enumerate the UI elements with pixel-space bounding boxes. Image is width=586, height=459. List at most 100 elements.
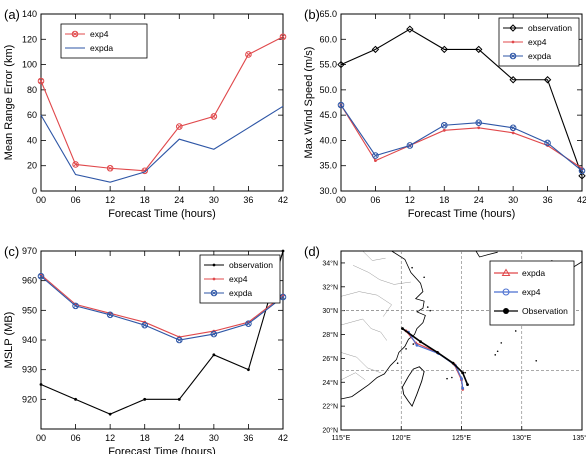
data-point-observation [509, 76, 517, 84]
panel-label: (b) [304, 7, 320, 22]
y-axis-label: MSLP (MB) [3, 312, 15, 369]
y-tick-label: 930 [22, 365, 37, 375]
y-tick-label: 950 [22, 305, 37, 315]
y-tick-label: 50.0 [319, 85, 337, 95]
data-point-expda [372, 152, 379, 159]
y-tick-label: 40 [27, 135, 37, 145]
panel-2: (b) 00 06 12 18 24 30 36 42 30.0 35.0 40.0 45.0 50.0 5… [303, 7, 586, 220]
series-observation [39, 249, 285, 416]
data-point-expda [210, 330, 218, 338]
data-point-expda-cross [545, 140, 550, 146]
legend-label-expda: expda [229, 288, 252, 298]
legend-marker-exp4 [212, 277, 216, 281]
island-speck [464, 371, 466, 374]
lon-tick-label: 125°E [452, 434, 471, 442]
lat-tick-label: 26°N [322, 355, 338, 363]
legend-label-exp4: exp4 [522, 287, 541, 297]
y-tick-label: 40.0 [319, 135, 337, 145]
data-point-expda-cross [211, 331, 217, 337]
x-axis-label: Forecast Time (hours) [108, 446, 216, 454]
legend-label-exp4: exp4 [528, 37, 547, 47]
y-tick-label: 100 [22, 60, 37, 70]
series-line-observation [40, 250, 284, 415]
data-point-observation [177, 397, 181, 401]
x-tick-label: 30 [508, 195, 518, 205]
x-tick-label: 18 [439, 195, 449, 205]
y-tick-label: 65.0 [319, 9, 337, 19]
island-speck [412, 343, 415, 345]
data-point-expda-cross [338, 102, 344, 108]
data-point-observation [337, 60, 345, 69]
data-point-exp4-cross [280, 34, 286, 40]
data-point-expda-cross [73, 303, 78, 309]
legend-label-observation: observation [229, 260, 273, 270]
x-tick-label: 36 [243, 195, 253, 205]
data-point-expda-cross [280, 294, 286, 300]
island-speck [396, 362, 399, 364]
track-point-Observation [451, 361, 455, 365]
province-boundary [352, 265, 411, 285]
track-point-Observation [466, 383, 469, 387]
province-boundary [340, 318, 387, 341]
data-point-exp4 [511, 131, 515, 135]
data-point-observation [281, 249, 285, 253]
track-expda [404, 329, 465, 391]
data-point-exp4 [477, 126, 481, 130]
province-boundary [340, 291, 392, 317]
legend-box [489, 260, 575, 326]
track-point-Observation [461, 371, 465, 375]
island-speck [405, 348, 407, 350]
data-point-observation [108, 412, 112, 416]
data-point-expda-cross [510, 125, 516, 131]
data-point-exp4-cross [73, 162, 78, 167]
data-point-expda-cross [579, 168, 585, 174]
data-point-expda-cross [442, 122, 447, 128]
data-point-expda [72, 302, 79, 310]
panel-label: (d) [304, 244, 320, 259]
data-point-exp4 [245, 51, 252, 58]
data-point-exp4 [141, 167, 149, 175]
track-line-expda [405, 330, 464, 390]
lat-tick-label: 30°N [322, 307, 338, 315]
island-speck [426, 306, 429, 308]
y-tick-label: 960 [22, 276, 37, 286]
legend-label-exp4: exp4 [90, 29, 109, 39]
lat-tick-label: 34°N [322, 259, 338, 267]
data-point-expda-cross [407, 143, 413, 148]
island-speck [423, 276, 425, 279]
panel-4: (d) 115°E 120°E 125°E 130°E 135°E 20°N 22°N 24°N… [304, 244, 586, 442]
series-expda [40, 105, 284, 183]
data-point-observation [74, 397, 77, 401]
track-exp4 [407, 330, 465, 390]
y-tick-label: 60 [27, 110, 37, 120]
data-point-expda-cross [373, 153, 378, 158]
taiwan-island [401, 366, 425, 408]
data-point-exp4-cross [177, 124, 182, 129]
data-point-exp4 [442, 128, 446, 132]
legend-label-expda: expda [90, 43, 113, 53]
panel-label: (c) [4, 244, 19, 259]
series-line-expda [40, 105, 284, 183]
x-tick-label: 06 [370, 195, 380, 205]
x-tick-label: 06 [71, 433, 81, 443]
data-point-expda [544, 139, 551, 147]
x-tick-label: 36 [243, 433, 253, 443]
series-line-observation [340, 28, 583, 177]
data-point-observation [143, 397, 147, 401]
legend-marker-Observation [503, 308, 509, 314]
data-point-expda [245, 320, 252, 327]
data-point-expda-cross [38, 273, 44, 279]
track-point-exp4 [461, 386, 465, 390]
x-axis-label: Forecast Time (hours) [408, 208, 516, 220]
x-tick-label: 12 [105, 433, 115, 443]
data-point-observation [247, 368, 250, 372]
y-tick-label: 80 [27, 85, 37, 95]
data-point-expda-cross [246, 321, 251, 326]
data-point-expda [175, 336, 183, 344]
legend-marker-expda [210, 289, 218, 297]
legend-box [60, 23, 148, 59]
korea-coast [475, 250, 498, 258]
data-point-observation [212, 353, 216, 357]
province-boundary [340, 372, 366, 381]
y-tick-label: 30.0 [319, 186, 337, 196]
